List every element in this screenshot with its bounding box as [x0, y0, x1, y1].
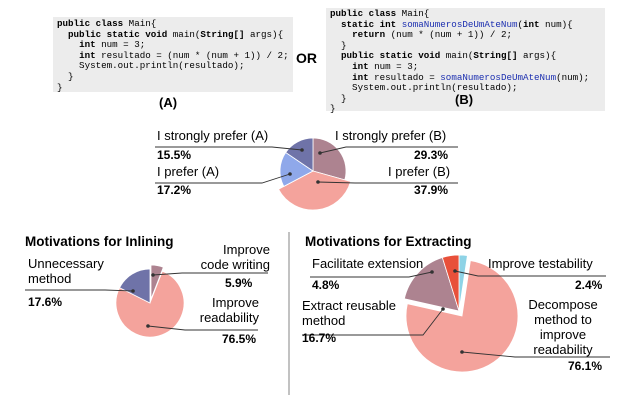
- caption-a: (A): [159, 95, 178, 110]
- label-prefer-b: I prefer (B): [388, 164, 451, 179]
- leader-strongly-prefer-b-dot: [318, 151, 322, 155]
- label-decompose-line1: Decompose: [528, 297, 598, 312]
- label-improve-code-writing-line2: code writing: [200, 257, 270, 272]
- label-unnecessary-method: Unnecessary method: [28, 256, 104, 286]
- label-improve-code-writing-line1: Improve: [223, 242, 270, 257]
- label-extract-reusable-method-line1: Extract reusable: [302, 298, 396, 313]
- pie-slice-inlining-improve-code-writing: [150, 264, 164, 300]
- label-prefer-a: I prefer (A): [157, 164, 220, 179]
- label-unnecessary-method-line1: Unnecessary: [28, 256, 104, 271]
- label-strongly-prefer-a: I strongly prefer (A): [157, 128, 269, 143]
- code-b-line: }: [330, 92, 347, 104]
- leader-unnecessary-method-dot: [131, 289, 135, 293]
- leader-strongly-prefer-a: [155, 146, 303, 151]
- code-a-line: System.out.println(resultado);: [57, 60, 245, 72]
- code-b-line: System.out.println(resultado);: [330, 82, 518, 94]
- leader-extract-reusable-method-dot: [441, 307, 445, 311]
- code-snippet-b: public class Main{ static int somaNumero…: [326, 8, 605, 114]
- code-a-line: public class Main{: [57, 18, 157, 29]
- leader-decompose-method: [461, 351, 610, 358]
- pie-slice-extracting-extract-reusable-method: [403, 257, 460, 312]
- pie-slice-extracting-facilitate-extension: [441, 254, 460, 312]
- leader-decompose-method-dot: [460, 350, 464, 354]
- label-improve-testability: Improve testability: [488, 256, 593, 271]
- code-a-line: }: [57, 70, 74, 82]
- section-title-extracting: Motivations for Extracting: [305, 234, 472, 249]
- leader-prefer-b: [317, 181, 458, 184]
- label-improve-code-writing: Improve code writing: [186, 242, 270, 272]
- pie-slice-preference-i-strongly-prefer-a: [285, 137, 314, 172]
- pct-improve-testability: 2.4%: [575, 278, 603, 292]
- label-extract-reusable-method-line2: method: [302, 313, 346, 328]
- pct-decompose-method: 76.1%: [568, 359, 603, 373]
- pct-improve-readability: 76.5%: [222, 332, 257, 346]
- pct-improve-code-writing: 5.9%: [225, 276, 253, 290]
- label-improve-readability-line1: Improve: [212, 295, 259, 310]
- code-a-line: public static void main(String[] args){: [57, 28, 284, 40]
- code-b-line: return (num * (num + 1)) / 2;: [352, 29, 512, 41]
- label-decompose-line3: improve: [539, 327, 587, 342]
- leader-prefer-a: [155, 173, 291, 184]
- leader-improve-readability-dot: [146, 324, 150, 328]
- leader-strongly-prefer-b: [319, 146, 458, 154]
- label-decompose-method: Decompose method to improve readability: [518, 297, 608, 357]
- leader-facilitate-extension: [310, 271, 433, 278]
- code-b-line: }: [330, 103, 336, 115]
- pct-prefer-b: 37.9%: [414, 183, 449, 197]
- code-b-line: int resultado = somaNumerosDeUmAteNum(nu…: [352, 71, 590, 83]
- label-decompose-line2: method to: [534, 312, 592, 327]
- leader-strongly-prefer-a-dot: [300, 148, 304, 152]
- code-b-line: }: [330, 39, 347, 51]
- leader-improve-readability: [147, 325, 258, 331]
- label-extract-reusable-method: Extract reusable method: [302, 298, 396, 328]
- section-title-inlining: Motivations for Inlining: [25, 234, 174, 249]
- leader-improve-testability: [454, 270, 606, 277]
- code-a-line: int resultado = (num * (num + 1)) / 2;: [79, 49, 289, 61]
- pie-slice-inlining-improve-readability: [115, 270, 185, 338]
- pct-strongly-prefer-a: 15.5%: [157, 148, 192, 162]
- pie-slice-extracting-decompose-method-to-improve-readability: [405, 260, 519, 373]
- or-label: OR: [296, 50, 317, 66]
- pie-slice-preference-i-prefer-b: [277, 170, 352, 211]
- leader-prefer-a-dot: [288, 172, 292, 176]
- pie-slice-inlining-unnecessary-method: [119, 268, 151, 304]
- label-decompose-line4: readability: [533, 342, 593, 357]
- label-strongly-prefer-b: I strongly prefer (B): [335, 128, 447, 143]
- label-improve-readability-line2: readability: [199, 310, 259, 325]
- caption-b: (B): [455, 92, 474, 107]
- label-unnecessary-method-line2: method: [28, 271, 72, 286]
- pct-extract-reusable-method: 16.7%: [302, 331, 337, 345]
- pct-strongly-prefer-b: 29.3%: [414, 148, 449, 162]
- leader-improve-code-writing-dot: [151, 273, 155, 277]
- code-a-line: int num = 3;: [79, 39, 146, 51]
- leader-extract-reusable-method: [302, 308, 444, 336]
- code-b-line: int num = 3;: [352, 60, 419, 72]
- leader-improve-testability-dot: [453, 269, 457, 273]
- pie-slice-preference-i-strongly-prefer-b: [312, 137, 347, 181]
- code-a-line: }: [57, 81, 63, 93]
- pct-facilitate-extension: 4.8%: [312, 278, 340, 292]
- leader-improve-code-writing: [152, 272, 268, 276]
- pct-unnecessary-method: 17.6%: [28, 295, 63, 309]
- code-b-line: public class Main{: [330, 8, 430, 19]
- label-improve-readability: Improve readability: [195, 295, 259, 325]
- pct-prefer-a: 17.2%: [157, 183, 192, 197]
- leader-prefer-b-dot: [316, 180, 320, 184]
- label-facilitate-extension: Facilitate extension: [312, 256, 424, 271]
- code-b-line: static int somaNumerosDeUmAteNum(int num…: [341, 18, 573, 30]
- leader-facilitate-extension-dot: [430, 270, 434, 274]
- code-b-line: public static void main(String[] args){: [341, 50, 557, 62]
- code-snippet-a: public class Main{ public static void ma…: [53, 17, 293, 92]
- leader-unnecessary-method: [25, 289, 134, 292]
